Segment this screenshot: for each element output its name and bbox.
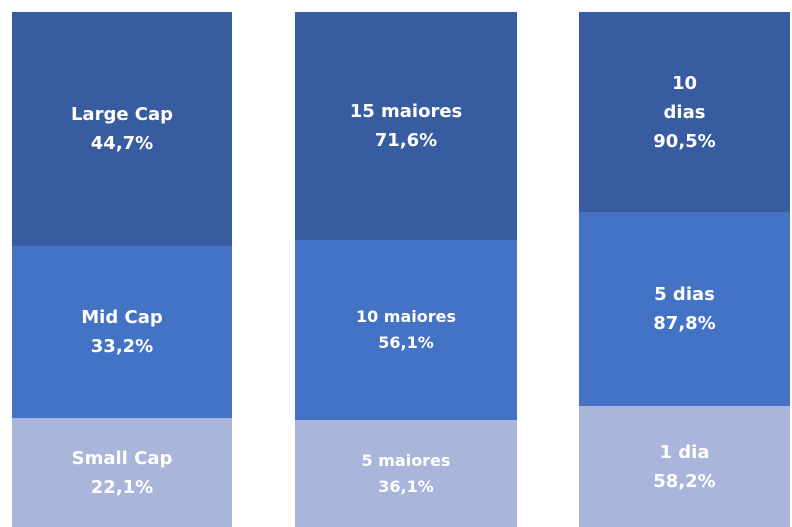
segment-label: Small Cap bbox=[71, 447, 173, 469]
segment-label: 5 maiores bbox=[361, 450, 451, 470]
segment: 1 dia 58,2% bbox=[579, 406, 790, 527]
column: 10 dias 90,5% 5 dias 87,8% 1 dia 58,2% bbox=[579, 12, 790, 527]
segment-label: 15 maiores bbox=[349, 101, 463, 122]
segment-label: 10 dias bbox=[663, 72, 706, 123]
segment: 10 maiores 56,1% bbox=[295, 240, 517, 420]
segment-label: 1 dia bbox=[659, 441, 710, 463]
segment: Mid Cap 33,2% bbox=[12, 246, 232, 418]
segment-value: 56,1% bbox=[378, 333, 434, 352]
segment-value: 58,2% bbox=[653, 470, 716, 492]
segment: Small Cap 22,1% bbox=[12, 418, 232, 527]
segment: 5 maiores 36,1% bbox=[295, 420, 517, 527]
segment-value: 87,8% bbox=[653, 313, 716, 334]
segment: 15 maiores 71,6% bbox=[295, 12, 517, 240]
segment: Large Cap 44,7% bbox=[12, 12, 232, 246]
segment-value: 22,1% bbox=[90, 476, 154, 498]
segment-value: 90,5% bbox=[653, 130, 716, 152]
segment-label: Large Cap bbox=[70, 104, 174, 125]
segment-value: 36,1% bbox=[378, 476, 434, 496]
segment: 10 dias 90,5% bbox=[579, 12, 790, 212]
segment-label: 10 maiores bbox=[355, 307, 457, 326]
column: 15 maiores 71,6% 10 maiores 56,1% 5 maio… bbox=[295, 12, 517, 527]
segment-label: Mid Cap bbox=[81, 307, 163, 328]
column: Large Cap 44,7% Mid Cap 33,2% Small Cap … bbox=[12, 12, 232, 527]
segment-value: 71,6% bbox=[374, 130, 438, 151]
segment-value: 33,2% bbox=[90, 336, 154, 357]
segment: 5 dias 87,8% bbox=[579, 212, 790, 406]
segment-label: 5 dias bbox=[654, 284, 715, 305]
segment-value: 44,7% bbox=[90, 133, 154, 154]
